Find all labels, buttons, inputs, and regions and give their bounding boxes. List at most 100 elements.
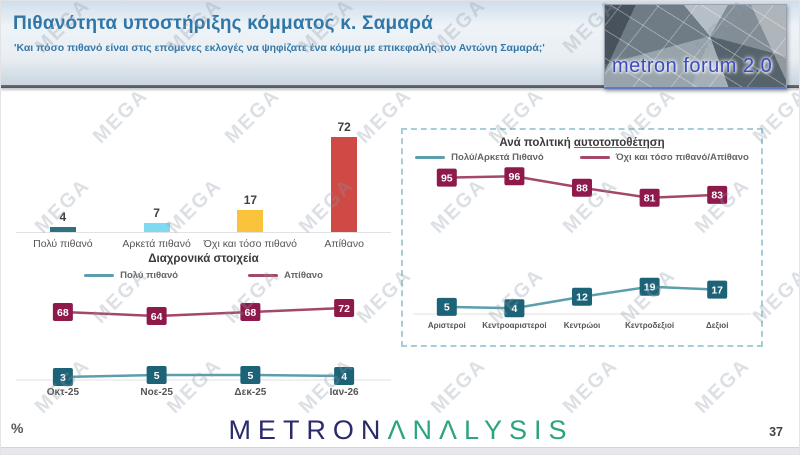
mega-watermark: MEGA bbox=[690, 354, 755, 418]
data-label-value: 68 bbox=[245, 307, 257, 319]
maroon-line-swatch bbox=[248, 273, 279, 278]
bar bbox=[237, 209, 264, 232]
x-axis-label: Αριστεροί bbox=[428, 321, 466, 330]
legend-label: Πολύ/Αρκετά Πιθανό bbox=[451, 152, 544, 163]
bar-value-label: 7 bbox=[153, 205, 160, 220]
data-label-box bbox=[146, 307, 167, 325]
data-label-value: 17 bbox=[711, 284, 723, 296]
political-chart-svg: 5 4 12 19 17 95 96 88 81 83 Αριστεροί Κεντροαριστερ… bbox=[413, 167, 751, 330]
bar bbox=[331, 136, 358, 232]
data-label-value: 12 bbox=[576, 292, 588, 304]
bar-column: 7 bbox=[110, 206, 204, 232]
teal-line-swatch bbox=[84, 273, 115, 278]
data-label-value: 83 bbox=[711, 190, 723, 202]
logo-background-image bbox=[605, 5, 786, 87]
likelihood-bar-chart: 4 7 17 72 Πολύ πιθανό Αρκετά πιθανό Όχι και τ… bbox=[16, 117, 391, 250]
trend-chart-title: Διαχρονικά στοιχεία bbox=[148, 253, 259, 265]
data-label-box bbox=[504, 167, 525, 186]
panel-title-underlined: αυτοτοποθέτηση bbox=[573, 137, 665, 149]
trend-chart: Διαχρονικά στοιχεία Πολύ πιθανό Απίθανο … bbox=[16, 253, 391, 399]
data-label-box bbox=[639, 277, 660, 296]
x-axis-label: Κεντροαριστεροί bbox=[482, 321, 546, 330]
data-label-value: 68 bbox=[57, 307, 69, 319]
bar-column: 4 bbox=[16, 210, 110, 232]
logo-text: metron forum 2.0 bbox=[612, 55, 773, 77]
data-label-box bbox=[52, 368, 73, 386]
data-label-value: 4 bbox=[341, 371, 347, 383]
data-label-value: 3 bbox=[60, 372, 66, 384]
legend-item-poly-pithano: Πολύ πιθανό bbox=[84, 270, 178, 281]
x-axis-label: Κεντρώοι bbox=[564, 321, 600, 330]
bar-value-label: 17 bbox=[243, 192, 258, 207]
mega-watermark: MEGA bbox=[426, 354, 491, 418]
page-number: 37 bbox=[769, 425, 783, 439]
panel-title: Ανά πολιτική αυτοτοποθέτηση bbox=[403, 137, 761, 149]
data-label-value: 88 bbox=[576, 183, 588, 195]
data-label-box bbox=[52, 303, 73, 321]
data-label-box bbox=[572, 287, 592, 306]
series-line bbox=[62, 306, 345, 318]
legend-label: Όχι και τόσο πιθανό/Απίθανο bbox=[615, 152, 749, 163]
bar-category-label: Αρκετά πιθανό bbox=[122, 238, 191, 250]
data-label-box bbox=[240, 303, 261, 321]
bar bbox=[143, 222, 170, 232]
data-label-box bbox=[436, 297, 457, 316]
data-label-value: 72 bbox=[338, 303, 350, 315]
data-label-value: 5 bbox=[154, 370, 160, 382]
x-axis-label: Οκτ-25 bbox=[47, 387, 80, 398]
x-axis-label: Κεντροδεξιοί bbox=[625, 321, 674, 330]
data-label-value: 64 bbox=[151, 311, 163, 323]
data-label-box bbox=[707, 280, 728, 299]
x-axis-label: Ιαν-26 bbox=[330, 387, 359, 398]
data-label-value: 4 bbox=[511, 303, 517, 315]
bar-value-label: 72 bbox=[337, 119, 351, 134]
bar bbox=[49, 226, 76, 232]
bar-chart-bars: 4 7 17 72 bbox=[16, 117, 391, 233]
bar-category-label: Όχι και τόσο πιθανό bbox=[203, 238, 297, 250]
data-label-value: 5 bbox=[444, 302, 450, 314]
data-label-value: 19 bbox=[644, 282, 656, 294]
survey-question: 'Και πόσο πιθανό είναι στις επόμενες εκλ… bbox=[14, 42, 545, 54]
metron-forum-logo: metron forum 2.0 bbox=[604, 4, 787, 89]
bar-chart-labels: Πολύ πιθανό Αρκετά πιθανό Όχι και τόσο πιθ… bbox=[16, 233, 391, 250]
trend-chart-svg: 3 5 5 4 68 64 68 72 Οκτ-25 Νοε-25 Δεκ-25 Ιαν-26 bbox=[16, 299, 391, 398]
data-label-box bbox=[436, 168, 457, 187]
bar-value-label: 4 bbox=[59, 209, 67, 224]
percent-note: % bbox=[11, 420, 24, 436]
x-axis-label: Νοε-25 bbox=[140, 387, 173, 398]
panel-legend: Πολύ/Αρκετά Πιθανό Όχι και τόσο πιθανό/Α… bbox=[403, 152, 761, 163]
panel-title-prefix: Ανά πολιτική bbox=[499, 137, 574, 149]
data-label-value: 95 bbox=[441, 172, 453, 184]
legend-item-unlikely: Όχι και τόσο πιθανό/Απίθανο bbox=[579, 152, 749, 163]
data-label-box bbox=[504, 299, 525, 318]
legend-label: Απίθανο bbox=[284, 270, 323, 281]
data-label-box bbox=[707, 185, 728, 204]
data-label-box bbox=[572, 178, 592, 197]
bar-column: 72 bbox=[297, 120, 391, 232]
bar-category-label: Πολύ πιθανό bbox=[33, 238, 93, 250]
brand-metron: METRON bbox=[228, 415, 388, 445]
x-axis-label: Δεκ-25 bbox=[234, 387, 266, 398]
data-label-value: 81 bbox=[644, 193, 656, 205]
legend-label: Πολύ πιθανό bbox=[120, 270, 179, 281]
bottom-strip bbox=[1, 447, 799, 454]
data-label-box bbox=[146, 366, 167, 384]
teal-line-swatch bbox=[415, 155, 446, 160]
legend-item-likely: Πολύ/Αρκετά Πιθανό bbox=[415, 152, 544, 163]
political-placement-panel: Ανά πολιτική αυτοτοποθέτηση Πολύ/Αρκετά … bbox=[401, 128, 763, 347]
data-label-box bbox=[334, 299, 355, 317]
brand-analysis: ΛNΛLYSIS bbox=[387, 415, 574, 445]
header-divider bbox=[1, 85, 799, 88]
data-label-box bbox=[240, 366, 261, 384]
mega-watermark: MEGA bbox=[558, 354, 623, 418]
data-label-box bbox=[639, 188, 660, 207]
maroon-line-swatch bbox=[579, 155, 610, 160]
data-label-value: 96 bbox=[509, 171, 521, 183]
series-line bbox=[62, 373, 345, 379]
page-title: Πιθανότητα υποστήριξης κόμματος κ. Σαμαρ… bbox=[13, 13, 434, 34]
data-label-box bbox=[334, 367, 355, 385]
trend-legend: Πολύ πιθανό Απίθανο bbox=[16, 270, 391, 281]
bar-category-label: Απίθανο bbox=[324, 238, 364, 250]
legend-item-apithano: Απίθανο bbox=[248, 270, 323, 281]
